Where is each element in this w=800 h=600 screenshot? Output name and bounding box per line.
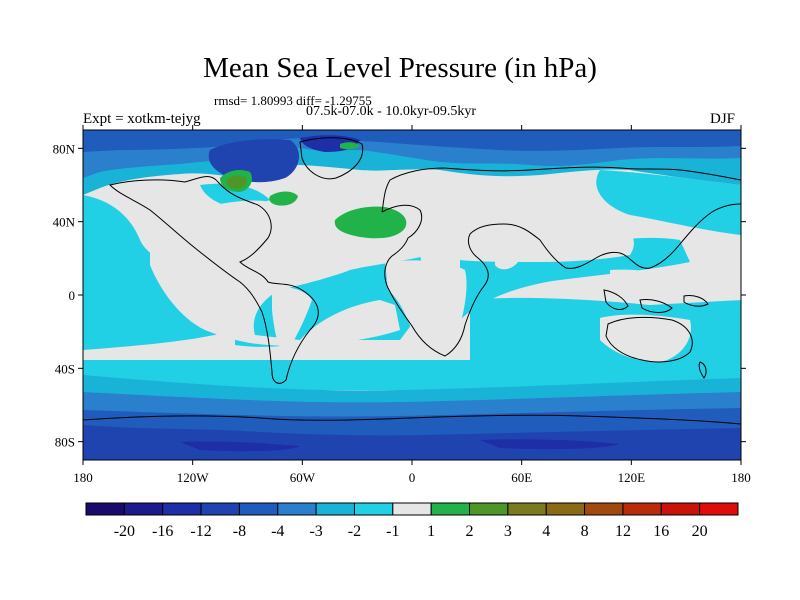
colorbar-label: 1 — [427, 523, 435, 540]
colorbar-swatch — [584, 502, 624, 516]
period-text: 07.5k-07.0k - 10.0kyr-09.5kyr — [306, 104, 477, 119]
colorbar-swatch — [277, 502, 317, 516]
map-field — [83, 130, 741, 460]
y-tick-label: 80S — [55, 435, 75, 450]
colorbar-swatch — [85, 502, 125, 516]
y-tick-label: 0 — [69, 288, 76, 303]
colorbar: -20 -16 -12 -8 -4 -3 -2 -1 1 2 3 4 8 12 16 20 — [85, 502, 739, 540]
field-level--12-south — [83, 425, 741, 460]
field-level-3-hudson — [226, 175, 247, 189]
colorbar-label: -4 — [271, 523, 284, 540]
x-tick-label: 120E — [618, 470, 646, 485]
colorbar-swatch — [660, 502, 701, 516]
x-tick-label: 120W — [177, 470, 210, 485]
colorbar-label: 4 — [542, 523, 550, 540]
experiment-label: Expt = xotkm-tejyg — [83, 111, 201, 127]
x-tick-label: 180 — [731, 470, 751, 485]
colorbar-swatch — [430, 502, 471, 516]
season-label: DJF — [710, 111, 736, 127]
y-tick-label: 40N — [53, 215, 76, 230]
x-tick-label: 60W — [290, 470, 316, 485]
y-axis: 80N 40N 0 40S 80S — [53, 141, 746, 450]
colorbar-swatch — [622, 502, 662, 516]
colorbar-swatch — [699, 502, 739, 516]
field-level-2-atlantic — [334, 206, 407, 239]
y-tick-label: 40S — [55, 361, 75, 376]
colorbar-label: -16 — [152, 523, 173, 540]
colorbar-swatch — [200, 502, 240, 516]
colorbar-label: -3 — [309, 523, 322, 540]
colorbar-label: 12 — [615, 523, 631, 540]
colorbar-swatch — [545, 502, 586, 516]
colorbar-label: -20 — [114, 523, 135, 540]
x-tick-label: 60E — [511, 470, 532, 485]
colorbar-swatch — [315, 502, 355, 516]
colorbar-swatch — [469, 502, 509, 516]
colorbar-label: 20 — [692, 523, 708, 540]
field-level--8-north — [83, 130, 741, 152]
colorbar-label: -2 — [348, 523, 361, 540]
stats-text: rmsd= 1.80993 diff= -1.29755 — [214, 93, 372, 108]
colorbar-swatch — [392, 502, 432, 516]
colorbar-label: 8 — [581, 523, 589, 540]
colorbar-label: 3 — [504, 523, 512, 540]
colorbar-label: -12 — [190, 523, 211, 540]
field-level-2-greenland — [340, 142, 360, 150]
colorbar-swatch — [353, 502, 394, 516]
colorbar-label: 2 — [466, 523, 474, 540]
field-level-2-labrador — [269, 191, 298, 206]
x-tick-label: 180 — [73, 470, 93, 485]
colorbar-swatch — [507, 502, 547, 516]
coastlines — [83, 137, 741, 425]
colorbar-label: -1 — [386, 523, 399, 540]
chart-title: Mean Sea Level Pressure (in hPa) — [203, 52, 597, 84]
x-tick-label: 0 — [409, 470, 416, 485]
x-axis: 180 120W 60W 0 60E 120E 180 — [73, 125, 751, 485]
colorbar-swatch — [238, 502, 279, 516]
colorbar-label: -8 — [233, 523, 246, 540]
colorbar-swatch — [162, 502, 202, 516]
field-level--16-south — [180, 439, 620, 452]
colorbar-swatch — [123, 502, 164, 516]
colorbar-label: 16 — [653, 523, 669, 540]
y-tick-label: 80N — [53, 141, 76, 156]
